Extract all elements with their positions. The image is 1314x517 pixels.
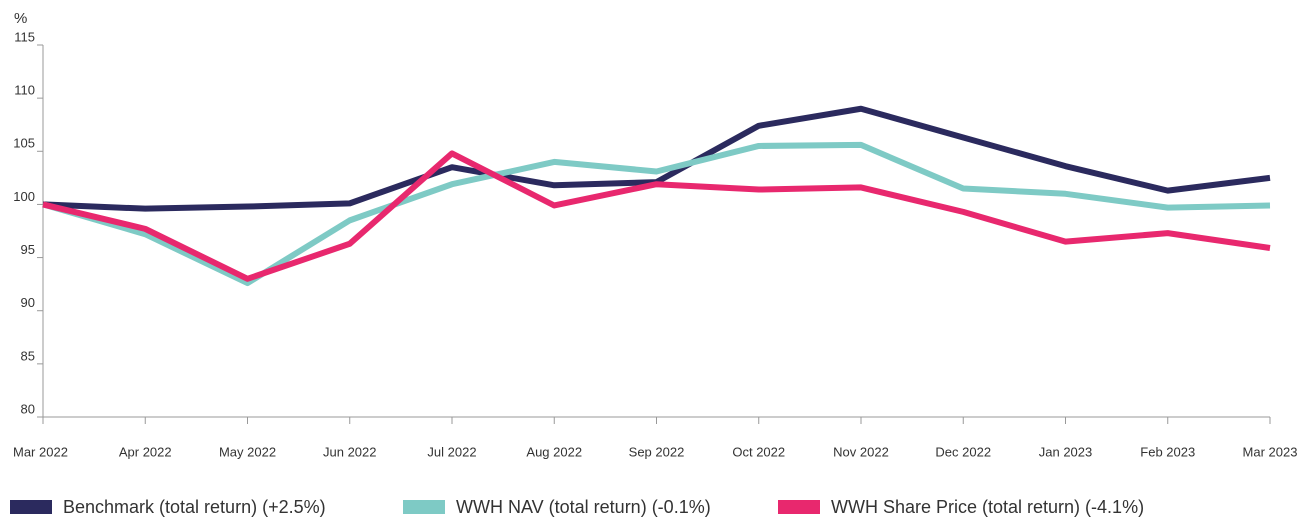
x-tick-label: Mar 2022 bbox=[13, 444, 68, 459]
legend-text: WWH Share Price (total return) (-4.1%) bbox=[831, 497, 1144, 517]
y-tick-label: 80 bbox=[21, 401, 35, 416]
y-axis-label: % bbox=[14, 10, 27, 27]
y-tick-label: 100 bbox=[13, 189, 35, 204]
x-tick-label: Dec 2022 bbox=[935, 444, 991, 459]
legend-swatch bbox=[403, 500, 445, 514]
y-tick-label: 95 bbox=[21, 242, 35, 257]
x-tick-label: Apr 2022 bbox=[119, 444, 172, 459]
x-tick-label: Jul 2022 bbox=[427, 444, 476, 459]
y-tick-label: 115 bbox=[14, 29, 35, 44]
legend-swatch bbox=[778, 500, 820, 514]
x-tick-label: Mar 2023 bbox=[1243, 444, 1298, 459]
series-line bbox=[42, 150, 1271, 282]
legend-swatch bbox=[10, 500, 52, 514]
x-tick-label: Jun 2022 bbox=[323, 444, 377, 459]
y-tick-label: 110 bbox=[14, 83, 35, 98]
x-tick-label: Feb 2023 bbox=[1140, 444, 1195, 459]
x-tick-label: Nov 2022 bbox=[833, 444, 889, 459]
x-tick-label: May 2022 bbox=[219, 444, 276, 459]
x-tick-label: Jan 2023 bbox=[1039, 444, 1093, 459]
legend-text: WWH NAV (total return) (-0.1%) bbox=[456, 497, 711, 517]
series-line bbox=[42, 141, 1271, 287]
x-tick-label: Oct 2022 bbox=[732, 444, 785, 459]
y-tick-label: 105 bbox=[13, 136, 35, 151]
y-tick-label: 85 bbox=[21, 348, 35, 363]
x-tick-label: Sep 2022 bbox=[629, 444, 685, 459]
x-tick-label: Aug 2022 bbox=[526, 444, 582, 459]
y-tick-label: 90 bbox=[21, 295, 35, 310]
legend-text: Benchmark (total return) (+2.5%) bbox=[63, 497, 326, 517]
